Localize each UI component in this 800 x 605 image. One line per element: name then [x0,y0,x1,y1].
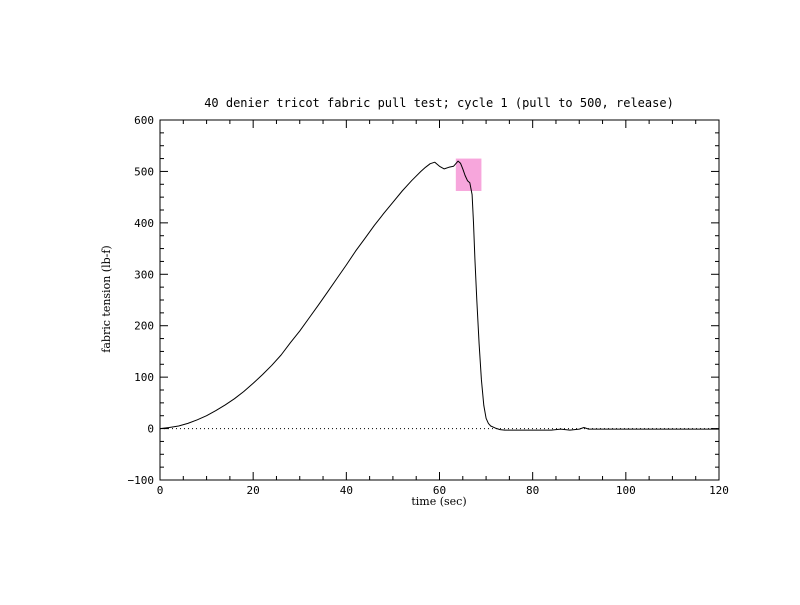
plot-border [159,119,720,481]
y-tick-label: 500 [134,165,154,178]
x-tick-label: 20 [247,484,260,497]
chart-title: 40 denier tricot fabric pull test; cycle… [204,96,674,110]
y-tick-label: −100 [128,474,155,487]
y-tick-label: 300 [134,268,154,281]
y-tick-label: 400 [134,217,154,230]
y-tick-label: 200 [134,320,154,333]
highlight-box [455,158,482,191]
x-tick-label: 0 [157,484,164,497]
series-line-1 [159,160,719,431]
y-axis-label: fabric tension (lb-f) [100,245,113,352]
highlight-layer [455,158,482,191]
x-axis-label: time (sec) [411,495,466,508]
y-tick-label: 600 [134,114,154,127]
y-tick-label: 0 [147,423,154,436]
x-tick-label: 60 [433,484,446,497]
x-tick-label: 100 [616,484,636,497]
plot-frame [159,119,720,481]
x-tick-label: 120 [709,484,729,497]
x-tick-label: 80 [526,484,539,497]
plot-layer [159,160,719,431]
x-tick-label: 40 [340,484,353,497]
y-tick-label: 100 [134,371,154,384]
